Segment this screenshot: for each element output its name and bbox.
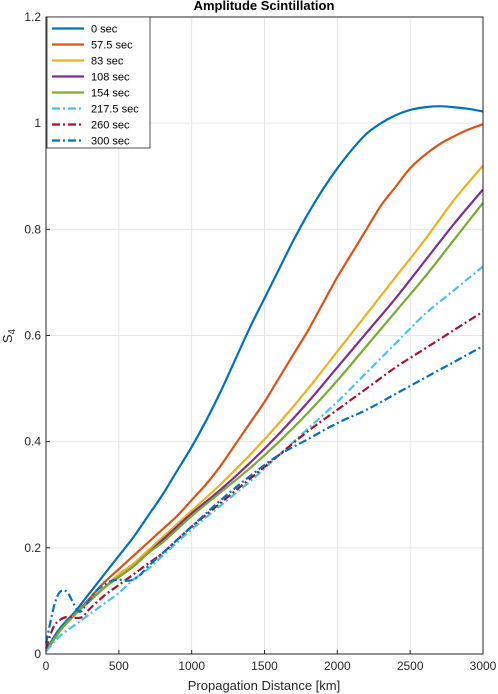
series-line-6	[44, 310, 484, 650]
y-axis-label-subscript: 4	[7, 328, 18, 334]
y-tick-label: 0.8	[24, 222, 41, 236]
y-axis-label: S4	[0, 328, 18, 343]
y-axis-label-main: S	[0, 334, 15, 343]
y-tick-label: 0	[34, 647, 41, 661]
series-line-5	[45, 265, 484, 653]
series-group	[44, 105, 484, 653]
series-line-4	[45, 202, 484, 652]
x-tick-label: 2000	[324, 659, 351, 673]
series-line-7	[44, 345, 484, 644]
y-tick-label: 0.6	[24, 329, 41, 343]
legend-label-3: 108 sec	[91, 72, 130, 84]
y-tick-label: 1	[34, 116, 41, 130]
legend-label-7: 300 sec	[91, 136, 130, 148]
x-axis-label: Propagation Distance [km]	[188, 678, 340, 693]
legend-label-2: 83 sec	[91, 56, 124, 68]
x-tick-label: 0	[43, 659, 50, 673]
x-tick-label: 3000	[470, 659, 497, 673]
legend-label-4: 154 sec	[91, 88, 130, 100]
y-tick-label: 0.2	[24, 541, 41, 555]
legend-label-5: 217.5 sec	[91, 104, 139, 116]
series-line-1	[45, 123, 484, 652]
legend-label-0: 0 sec	[91, 24, 118, 36]
legend: 0 sec 57.5 sec 83 sec 108 sec 154 sec 217.5 s…	[46, 16, 151, 149]
series-line-0	[45, 105, 484, 652]
x-tick-label: 1500	[251, 659, 278, 673]
legend-label-1: 57.5 sec	[91, 40, 133, 52]
x-tick-label: 500	[109, 659, 129, 673]
chart-title: Amplitude Scintillation	[194, 0, 335, 13]
legend-label-6: 260 sec	[91, 120, 130, 132]
x-tick-label: 1000	[178, 659, 205, 673]
ticks: 0 500 1000 1500 2000 2500 3000 0 0.2 0.4 0.6 0.8 1 1.…	[24, 10, 496, 673]
y-tick-label: 1.2	[24, 10, 41, 24]
x-tick-label: 2500	[397, 659, 424, 673]
legend-box	[46, 16, 151, 149]
y-tick-label: 0.4	[24, 435, 41, 449]
